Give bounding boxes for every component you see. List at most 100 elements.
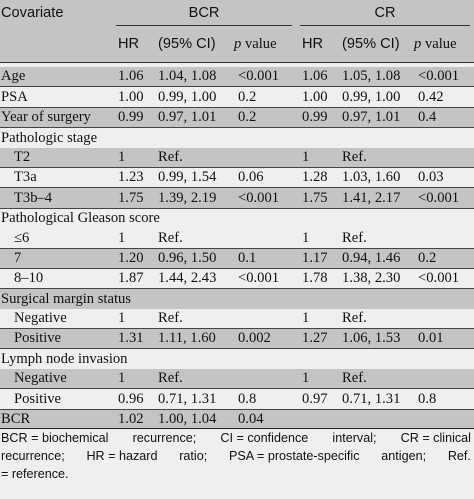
cr-hr-cell: 1 — [296, 228, 341, 249]
table-row: T3a 1.23 0.99, 1.54 0.06 1.28 1.03, 1.60 0.03 — [0, 167, 474, 189]
cr-ci-cell: 1.38, 2.30 — [340, 268, 413, 290]
cr-p-letter: p — [414, 35, 422, 52]
table-row: T3b–4 1.75 1.39, 2.19 <0.001 1.75 1.41, 2.17 <… — [0, 187, 474, 209]
cr-hr-cell: 1.78 — [296, 268, 341, 290]
footnote-word: HR = hazard — [86, 449, 158, 463]
cr-p-cell — [412, 409, 474, 431]
cr-hr-cell: 1.17 — [296, 248, 341, 269]
header-column-row: HR (95% CI) p value HR (95% CI) p value — [0, 26, 474, 63]
bcr-hr-cell: 1 — [112, 147, 156, 168]
bcr-ci-header: (95% CI) — [156, 26, 228, 63]
cr-p-cell: 0.8 — [412, 388, 474, 410]
bcr-hr-header: HR — [112, 26, 156, 63]
cr-group-header: CR — [296, 0, 474, 26]
bcr-ci-cell: Ref. — [156, 308, 228, 330]
cr-p-cell: <0.001 — [412, 67, 474, 88]
cr-p-cell — [412, 228, 474, 249]
section-label: Pathologic stage — [1, 129, 98, 146]
bcr-hr-cell: 1.06 — [112, 67, 156, 88]
bcr-hr-cell: 1.20 — [112, 248, 156, 269]
footnote-line-2: recurrence; HR = hazard ratio; PSA = prosta… — [1, 448, 471, 465]
bcr-p-cell — [228, 147, 297, 168]
bcr-p-value-word: value — [244, 35, 277, 52]
footnote-word: recurrence; — [1, 449, 65, 463]
bcr-p-cell — [228, 368, 297, 390]
covariate-label: BCR — [0, 409, 112, 431]
bcr-p-letter: p — [234, 35, 242, 52]
table-row: ≤6 1 Ref. 1 Ref. — [0, 228, 474, 249]
bcr-p-cell: <0.001 — [228, 67, 297, 88]
cr-ci-header: (95% CI) — [340, 26, 413, 63]
section-label: Pathological Gleason score — [1, 210, 160, 227]
bcr-hr-cell: 1.75 — [112, 187, 156, 209]
cr-hr-cell: 1.00 — [296, 86, 341, 108]
table-row: T2 1 Ref. 1 Ref. — [0, 147, 474, 168]
cr-p-cell: 0.2 — [412, 248, 474, 269]
cr-ci-cell: Ref. — [340, 368, 413, 390]
covariate-label: Negative — [0, 308, 112, 330]
cr-ci-cell: 1.41, 2.17 — [340, 187, 413, 209]
table-row: PSA 1.00 0.99, 1.00 0.2 1.00 0.99, 1.00 0.42 — [0, 86, 474, 108]
bcr-p-cell: <0.001 — [228, 187, 297, 209]
cr-ci-cell: 0.97, 1.01 — [340, 107, 413, 129]
bcr-hr-cell: 1 — [112, 228, 156, 249]
footnote-word: PSA = prostate-specific — [228, 449, 360, 463]
cr-p-cell: <0.001 — [412, 187, 474, 209]
footnote-word: BCR = biochemical — [1, 431, 109, 445]
table-row: Positive 1.31 1.11, 1.60 0.002 1.27 1.06, 1.5… — [0, 328, 474, 350]
bcr-ci-cell: Ref. — [156, 147, 228, 168]
cr-p-header: p value — [412, 26, 474, 63]
footnote-word: CI = confidence — [220, 431, 309, 445]
bcr-ci-cell: 0.99, 1.00 — [156, 86, 228, 108]
footnote-word: CR = clinical — [400, 431, 471, 445]
cr-hr-cell — [296, 409, 341, 431]
cr-hr-cell: 1.06 — [296, 67, 341, 88]
table-row: BCR 1.02 1.00, 1.04 0.04 — [0, 409, 474, 431]
bcr-ci-cell: 1.11, 1.60 — [156, 328, 228, 350]
table-row: Negative 1 Ref. 1 Ref. — [0, 308, 474, 330]
bcr-p-cell: 0.06 — [228, 167, 297, 189]
table-row: Positive 0.96 0.71, 1.31 0.8 0.97 0.71, 1.31 0… — [0, 388, 474, 410]
bcr-ci-cell: 1.39, 2.19 — [156, 187, 228, 209]
covariate-label: PSA — [0, 86, 112, 108]
bcr-ci-cell: Ref. — [156, 368, 228, 390]
cr-group-label: CR — [374, 4, 396, 21]
table-row: Age 1.06 1.04, 1.08 <0.001 1.06 1.05, 1.08 <0.… — [0, 67, 474, 88]
bcr-hr-cell: 1 — [112, 368, 156, 390]
cr-p-cell — [412, 368, 474, 390]
bcr-ci-cell: 0.97, 1.01 — [156, 107, 228, 129]
bcr-p-cell: 0.2 — [228, 107, 297, 129]
cr-group-rule — [300, 25, 471, 26]
covariate-label: Positive — [0, 388, 112, 410]
cr-ci-cell: 1.05, 1.08 — [340, 67, 413, 88]
cr-p-cell — [412, 308, 474, 330]
cr-hr-cell: 1 — [296, 368, 341, 390]
cr-ci-cell — [340, 409, 413, 431]
cr-p-cell: 0.4 — [412, 107, 474, 129]
header-group-row: Covariate BCR CR — [0, 0, 474, 26]
bcr-ci-cell: 0.99, 1.54 — [156, 167, 228, 189]
cr-p-cell — [412, 147, 474, 168]
cr-hr-cell: 1.28 — [296, 167, 341, 189]
bcr-ci-cell: 0.71, 1.31 — [156, 388, 228, 410]
cr-hr-cell: 0.97 — [296, 388, 341, 410]
cr-hr-cell: 1 — [296, 147, 341, 168]
footnote-word: ratio; — [179, 449, 208, 463]
covariate-label: 8–10 — [0, 268, 112, 290]
table-row: Negative 1 Ref. 1 Ref. — [0, 368, 474, 390]
bcr-hr-cell: 1.87 — [112, 268, 156, 290]
table-row: Year of surgery 0.99 0.97, 1.01 0.2 0.99 0.97… — [0, 107, 474, 129]
bcr-hr-cell: 1.23 — [112, 167, 156, 189]
bcr-p-cell: 0.1 — [228, 248, 297, 269]
cr-hr-cell: 1.27 — [296, 328, 341, 350]
bcr-p-cell: 0.8 — [228, 388, 297, 410]
covariate-label: Positive — [0, 328, 112, 350]
cr-hr-header: HR — [296, 26, 341, 63]
cr-hr-cell: 0.99 — [296, 107, 341, 129]
cr-ci-cell: Ref. — [340, 308, 413, 330]
bcr-ci-cell: 1.00, 1.04 — [156, 409, 228, 431]
covariate-label: 7 — [0, 248, 112, 269]
cr-p-cell: <0.001 — [412, 268, 474, 290]
header-empty-cell — [0, 26, 112, 63]
